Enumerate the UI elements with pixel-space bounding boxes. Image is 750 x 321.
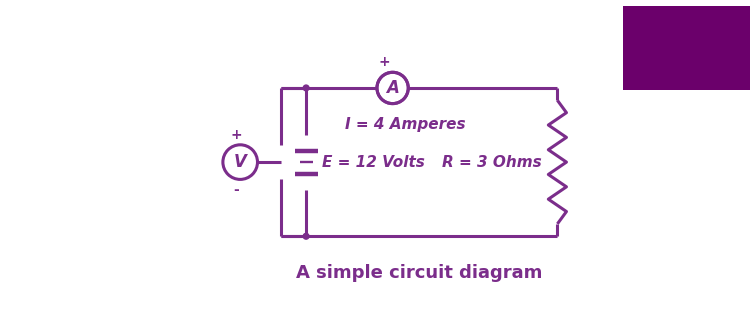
Circle shape xyxy=(377,72,408,104)
Text: E = 12 Volts: E = 12 Volts xyxy=(322,155,424,169)
Text: -: - xyxy=(233,183,239,197)
Text: The Learning App: The Learning App xyxy=(659,62,726,71)
Circle shape xyxy=(303,233,309,239)
Circle shape xyxy=(223,145,257,179)
Text: +: + xyxy=(379,55,391,69)
Text: A: A xyxy=(386,79,399,97)
Text: V: V xyxy=(234,153,247,171)
Text: BYJU'S: BYJU'S xyxy=(670,29,716,42)
Text: A simple circuit diagram: A simple circuit diagram xyxy=(296,264,542,282)
Text: +: + xyxy=(230,127,242,142)
Text: R = 3 Ohms: R = 3 Ohms xyxy=(442,155,542,169)
Circle shape xyxy=(303,85,309,91)
Text: I = 4 Amperes: I = 4 Amperes xyxy=(345,117,465,132)
